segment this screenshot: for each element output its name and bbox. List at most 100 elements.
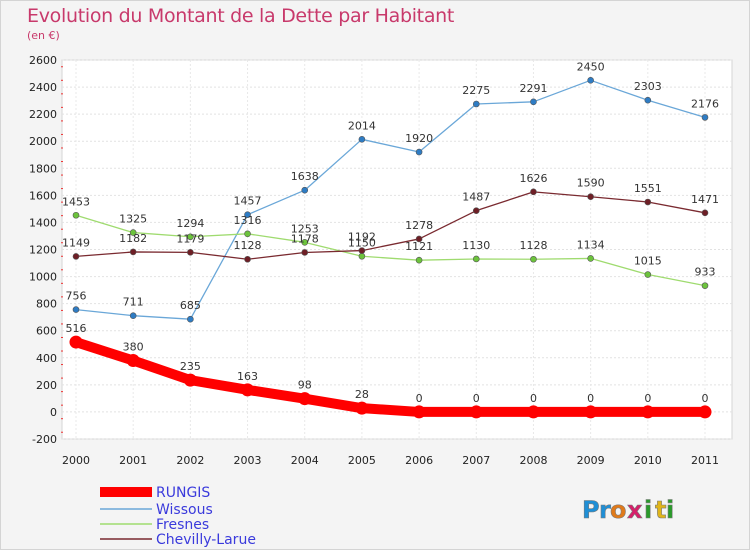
point-fresnes-2007: [472, 255, 480, 263]
label-chevilly-larue-2009: 1590: [577, 177, 605, 190]
point-chevilly-larue-2011: [701, 209, 709, 217]
y-tick--200: -200: [32, 433, 57, 446]
x-tick-2004: 2004: [291, 454, 319, 467]
y-tick-1800: 1800: [29, 162, 57, 175]
y-tick-1400: 1400: [29, 216, 57, 229]
label-rungis-2004: 98: [298, 379, 312, 392]
x-tick-2002: 2002: [176, 454, 204, 467]
y-tick-400: 400: [36, 352, 57, 365]
label-chevilly-larue-2001: 1182: [119, 232, 147, 245]
point-fresnes-2005: [358, 252, 366, 260]
label-wissous-2002: 685: [180, 299, 201, 312]
point-chevilly-larue-2010: [644, 198, 652, 206]
logo-letter: x: [627, 496, 643, 524]
label-rungis-2001: 380: [123, 340, 144, 353]
label-chevilly-larue-2002: 1179: [176, 232, 204, 245]
point-fresnes-2003: [244, 230, 251, 238]
point-fresnes-2001: [129, 229, 137, 236]
label-chevilly-larue-2007: 1487: [462, 191, 490, 204]
point-wissous-2001: [129, 312, 137, 319]
point-rungis-2005: [355, 401, 369, 415]
x-tick-2010: 2010: [634, 454, 662, 467]
label-wissous-2000: 756: [66, 290, 87, 303]
point-rungis-2002: [183, 373, 197, 387]
point-fresnes-2004: [301, 239, 309, 246]
point-rungis-2010: [641, 405, 655, 419]
point-wissous-2002: [187, 315, 194, 323]
label-chevilly-larue-2010: 1551: [634, 182, 662, 195]
series-line-fresnes: [75, 214, 706, 287]
label-chevilly-larue-2008: 1626: [519, 172, 547, 185]
label-fresnes-2005: 1150: [348, 236, 376, 249]
y-tick-1000: 1000: [29, 271, 57, 284]
label-fresnes-2009: 1134: [577, 238, 605, 251]
label-rungis-2009: 0: [587, 392, 594, 405]
label-fresnes-2008: 1128: [519, 239, 547, 252]
label-rungis-2008: 0: [530, 392, 537, 405]
x-tick-2005: 2005: [348, 454, 376, 467]
logo-letter: o: [610, 496, 627, 524]
point-rungis-2004: [298, 392, 312, 406]
point-chevilly-larue-2001: [129, 248, 137, 256]
label-chevilly-larue-2011: 1471: [691, 193, 719, 206]
point-chevilly-larue-2003: [244, 255, 251, 263]
point-fresnes-2008: [530, 255, 537, 263]
logo-letter: i: [666, 496, 674, 524]
point-wissous-2011: [701, 114, 709, 121]
point-chevilly-larue-2008: [530, 188, 537, 196]
series-line-rungis: [71, 337, 710, 417]
x-tick-2008: 2008: [519, 454, 547, 467]
label-chevilly-larue-2003: 1128: [234, 239, 262, 252]
x-tick-2003: 2003: [234, 454, 262, 467]
point-rungis-2009: [584, 405, 598, 419]
label-wissous-2001: 711: [123, 296, 144, 309]
label-fresnes-2001: 1325: [119, 213, 147, 226]
label-chevilly-larue-2004: 1178: [291, 232, 319, 245]
label-fresnes-2011: 933: [695, 266, 716, 279]
label-fresnes-2000: 1453: [62, 195, 90, 208]
label-fresnes-2002: 1294: [176, 217, 204, 230]
y-tick-800: 800: [36, 298, 57, 311]
logo-letter: r: [599, 496, 611, 524]
label-wissous-2011: 2176: [691, 97, 719, 110]
label-rungis-2007: 0: [473, 392, 480, 405]
label-chevilly-larue-2005: 1192: [348, 231, 376, 244]
point-rungis-2003: [241, 383, 255, 397]
point-wissous-2003: [244, 211, 251, 219]
label-fresnes-2007: 1130: [462, 239, 490, 252]
y-tick-1600: 1600: [29, 189, 57, 202]
point-rungis-2001: [126, 353, 140, 367]
point-wissous-2004: [301, 186, 309, 194]
point-rungis-2011: [698, 405, 712, 419]
label-fresnes-2003: 1316: [234, 214, 262, 227]
y-tick-2400: 2400: [29, 81, 57, 94]
y-tick-1200: 1200: [29, 244, 57, 257]
point-chevilly-larue-2002: [187, 249, 194, 256]
y-tick-2200: 2200: [29, 108, 57, 121]
label-chevilly-larue-2000: 1149: [62, 236, 90, 249]
point-wissous-2007: [472, 100, 480, 108]
legend-label-fresnes: Fresnes: [156, 517, 209, 533]
label-rungis-2010: 0: [644, 392, 651, 405]
label-wissous-2004: 1638: [291, 170, 319, 183]
series-line-chevilly-larue: [75, 191, 706, 260]
point-fresnes-2010: [644, 271, 652, 278]
label-rungis-2006: 0: [416, 392, 423, 405]
legend-label-wissous: Wissous: [156, 502, 213, 518]
label-wissous-2009: 2450: [577, 60, 605, 73]
point-chevilly-larue-2009: [587, 193, 594, 201]
label-wissous-2010: 2303: [634, 80, 662, 93]
x-tick-2007: 2007: [462, 454, 490, 467]
legend-label-chevilly-larue: Chevilly-Larue: [156, 532, 256, 548]
x-tick-2000: 2000: [62, 454, 90, 467]
label-rungis-2005: 28: [355, 388, 369, 401]
point-rungis-2000: [69, 335, 83, 349]
point-fresnes-2002: [187, 233, 194, 241]
x-tick-2001: 2001: [119, 454, 147, 467]
point-rungis-2006: [412, 405, 426, 419]
label-rungis-2002: 235: [180, 360, 201, 373]
point-wissous-2009: [587, 77, 594, 84]
chart-subtitle: (en €): [27, 29, 60, 42]
